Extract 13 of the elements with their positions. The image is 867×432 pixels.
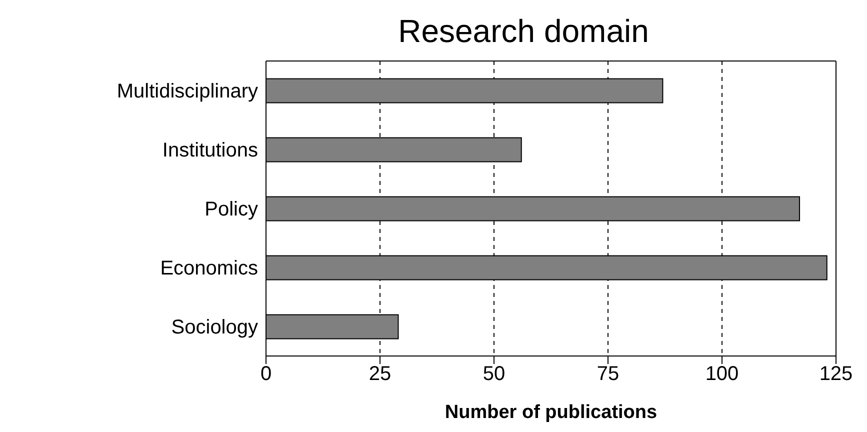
x-tick-label: 100	[705, 363, 739, 386]
x-tick-label: 125	[819, 363, 853, 386]
x-axis-title: Number of publications	[444, 402, 658, 423]
y-tick-label: Multidisciplinary	[116, 80, 258, 103]
y-tick-label: Institutions	[162, 140, 258, 162]
y-tick-label: Economics	[160, 258, 258, 280]
x-tick-label: 75	[596, 363, 620, 386]
x-tick-label: 50	[482, 363, 506, 386]
chart-title: Research domain	[397, 12, 650, 51]
y-tick-label: Sociology	[171, 316, 258, 339]
x-tick-label: 0	[260, 363, 272, 386]
x-tick-label: 25	[368, 363, 392, 386]
y-tick-label: Policy	[204, 198, 258, 221]
